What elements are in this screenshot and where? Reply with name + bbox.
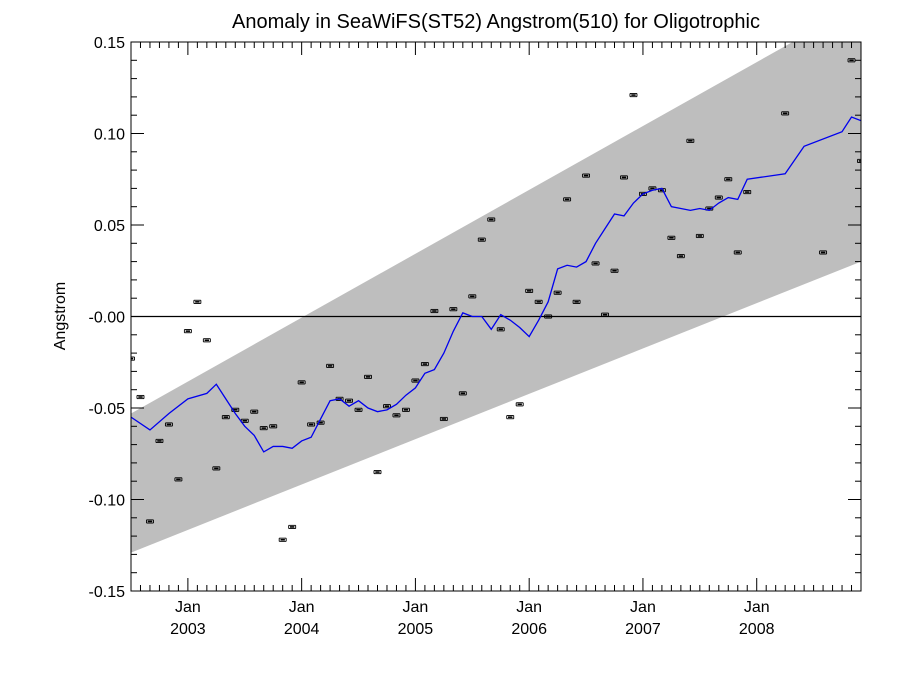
data-point — [525, 288, 534, 293]
x-tick-year-label: 2005 — [398, 621, 434, 638]
y-tick-label: -0.05 — [89, 401, 126, 418]
data-point — [212, 466, 221, 471]
data-point — [591, 261, 600, 266]
y-tick-label: -0.15 — [89, 584, 126, 601]
y-tick-label: 0.10 — [94, 127, 125, 144]
data-point — [534, 299, 543, 304]
data-point — [629, 93, 638, 98]
chart-title: Anomaly in SeaWiFS(ST52) Angstrom(510) f… — [232, 11, 760, 33]
x-tick-month-label: Jan — [289, 599, 315, 616]
data-point — [269, 424, 278, 429]
x-tick-month-label: Jan — [175, 599, 201, 616]
data-point — [439, 416, 448, 422]
data-point — [297, 380, 306, 385]
data-point — [164, 422, 173, 427]
confidence-band — [131, 42, 861, 553]
data-point — [202, 338, 211, 343]
x-tick-month-label: Jan — [744, 599, 770, 616]
data-point — [373, 470, 382, 475]
data-point — [781, 111, 790, 116]
trend-line-path — [131, 116, 861, 453]
x-tick-year-label: 2003 — [170, 621, 206, 638]
x-tick-month-label: Jan — [403, 599, 429, 616]
data-point — [610, 268, 619, 273]
data-point — [420, 362, 429, 367]
data-point — [601, 312, 609, 317]
y-axis-label: Angstrom — [52, 282, 69, 350]
data-point — [506, 415, 515, 420]
data-point — [515, 402, 524, 407]
data-point — [714, 195, 723, 200]
data-point — [183, 329, 192, 334]
y-tick-label: -0.00 — [89, 310, 126, 327]
data-point — [487, 217, 496, 222]
data-point — [724, 177, 733, 182]
data-point — [857, 158, 861, 164]
trend-line — [131, 116, 861, 453]
data-point — [174, 477, 183, 482]
data-point — [468, 294, 477, 299]
data-point — [193, 299, 202, 304]
band-area — [131, 42, 861, 553]
data-point — [326, 363, 335, 368]
y-axis: 0.15 0.10 0.05 -0.00 -0.05 -0.10 -0.15 — [89, 35, 861, 601]
data-point — [364, 374, 372, 379]
data-point — [430, 308, 439, 314]
data-point — [733, 250, 742, 255]
data-point — [354, 407, 363, 412]
y-tick-label: -0.10 — [89, 493, 126, 510]
x-axis: Jan 2003 Jan 2004 Jan 2005 Jan 2006 Jan 2007 Jan 20… — [130, 42, 862, 638]
x-tick-year-label: 2004 — [284, 621, 320, 638]
data-point — [620, 175, 628, 180]
data-point — [259, 426, 268, 431]
data-point — [231, 407, 240, 412]
x-tick-year-label: 2008 — [739, 621, 775, 638]
data-point — [572, 299, 581, 304]
y-tick-label: 0.05 — [94, 218, 125, 235]
data-point — [449, 307, 458, 312]
data-point — [676, 254, 685, 259]
data-point — [477, 237, 486, 242]
data-point — [307, 422, 316, 427]
data-point — [496, 327, 505, 332]
data-point — [136, 394, 145, 400]
data-point — [146, 519, 154, 524]
data-point — [458, 391, 467, 396]
data-point — [686, 138, 695, 143]
x-tick-year-label: 2006 — [511, 621, 547, 638]
data-point — [278, 537, 287, 542]
data-point — [392, 413, 401, 418]
x-tick-year-label: 2007 — [625, 621, 661, 638]
data-point — [819, 250, 828, 255]
data-point — [345, 398, 354, 403]
data-point — [544, 314, 553, 319]
data-point — [553, 290, 562, 295]
data-point — [401, 407, 410, 412]
y-tick-label: 0.15 — [94, 35, 125, 52]
data-point — [131, 356, 135, 361]
data-point — [411, 378, 420, 383]
data-point — [847, 58, 856, 63]
x-tick-month-label: Jan — [630, 599, 656, 616]
data-point — [288, 524, 297, 529]
data-point — [563, 197, 572, 202]
data-point — [582, 173, 591, 178]
data-point — [695, 233, 704, 239]
data-point — [221, 415, 230, 420]
x-tick-month-label: Jan — [516, 599, 542, 616]
data-point — [667, 235, 676, 240]
data-point — [155, 438, 164, 443]
data-point — [743, 190, 752, 195]
data-point — [250, 409, 259, 414]
